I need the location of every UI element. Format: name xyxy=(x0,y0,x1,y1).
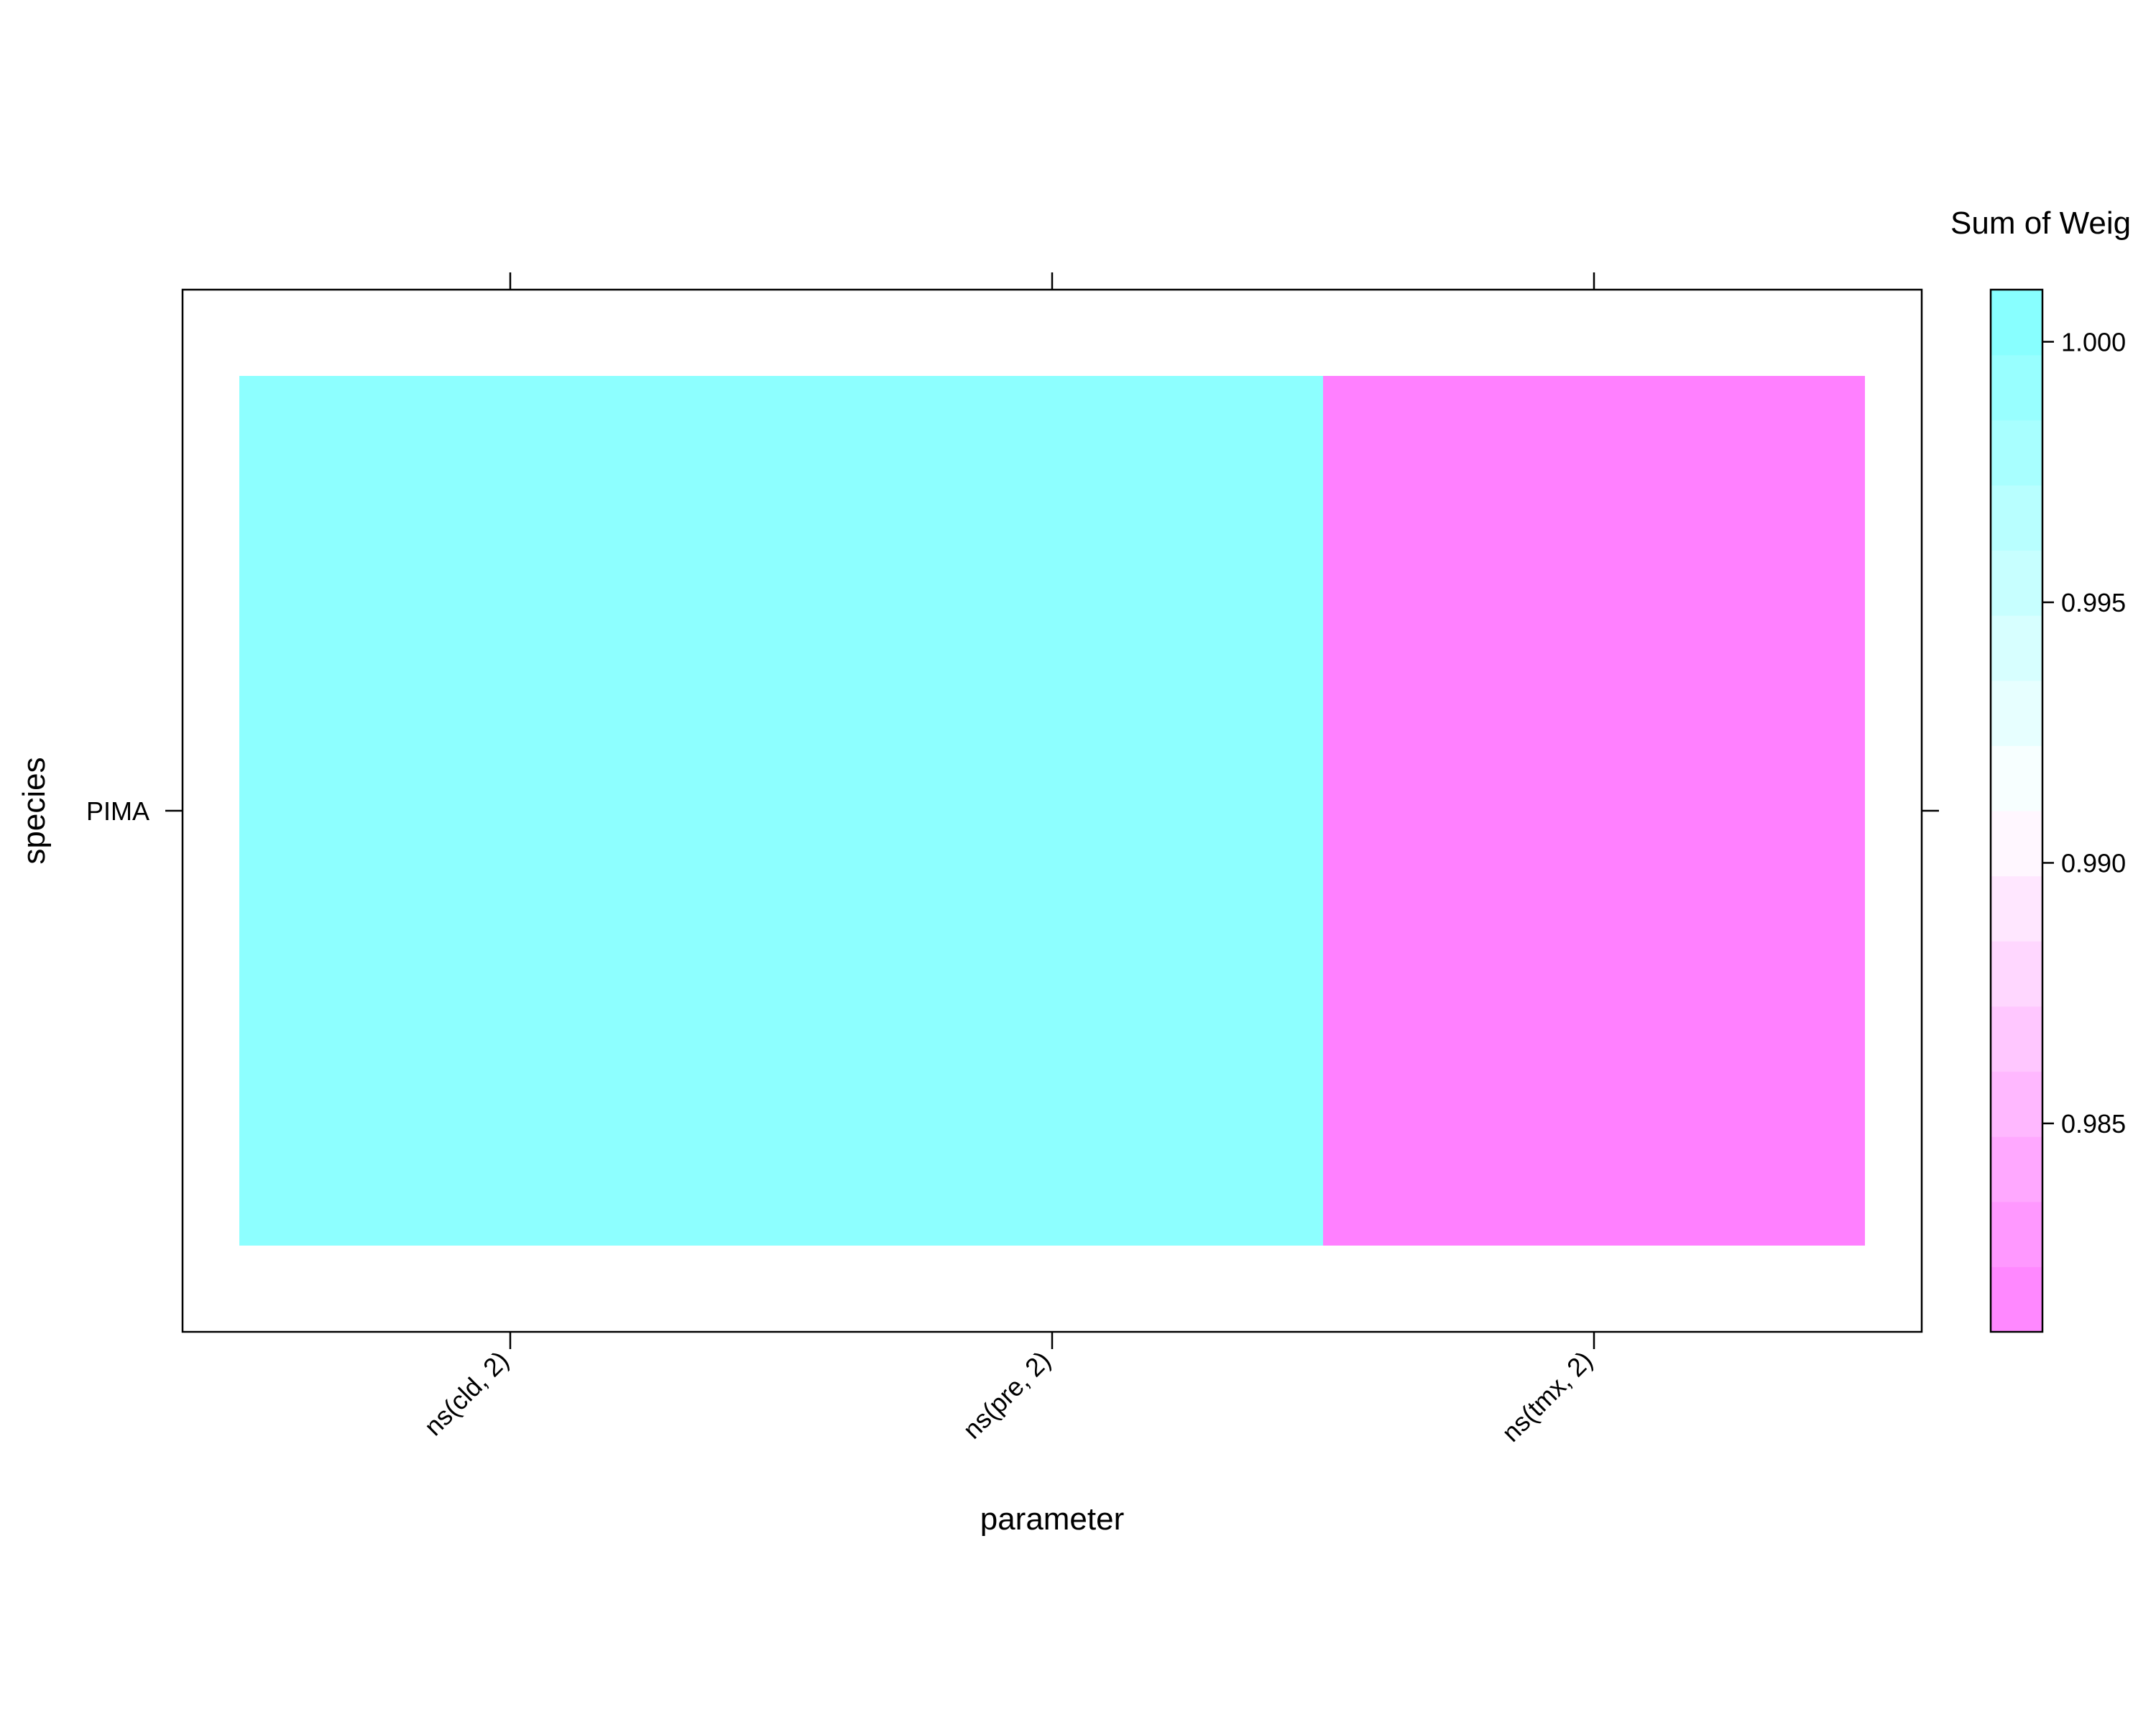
heatmap-cell xyxy=(1323,376,1865,1246)
colorbar-title: Sum of Weig xyxy=(1950,206,2131,241)
colorbar-tick-label: 0.990 xyxy=(2061,849,2126,878)
colorbar: 0.985 0.990 0.995 1.000 xyxy=(1989,288,2126,1333)
colorbar-tick-label: 0.995 xyxy=(2061,588,2126,617)
colorbar-step xyxy=(1991,290,2042,356)
heatmap-cell xyxy=(239,376,781,1246)
y-axis-title: species xyxy=(17,757,52,864)
x-axis-title: parameter xyxy=(980,1501,1125,1537)
colorbar-step xyxy=(1991,1136,2042,1202)
colorbar-tick-label: 0.985 xyxy=(2061,1109,2126,1138)
colorbar-tick-label: 1.000 xyxy=(2061,328,2126,357)
colorbar-step xyxy=(1991,354,2042,420)
x-tick-label: ns(tmx, 2) xyxy=(1496,1346,1598,1448)
x-tick-label: ns(pre, 2) xyxy=(957,1346,1056,1445)
colorbar-step xyxy=(1991,745,2042,811)
colorbar-step xyxy=(1991,875,2042,942)
heatmap-cell xyxy=(781,376,1323,1246)
colorbar-step xyxy=(1991,811,2042,877)
colorbar-step xyxy=(1991,680,2042,746)
colorbar-frame xyxy=(1989,288,2044,1333)
colorbar-step xyxy=(1991,550,2042,616)
colorbar-step xyxy=(1991,420,2042,486)
y-tick-label: PIMA xyxy=(86,796,149,826)
colorbar-step xyxy=(1991,1201,2042,1267)
colorbar-step xyxy=(1991,615,2042,681)
heatmap-cells xyxy=(239,376,1865,1246)
colorbar-step xyxy=(1991,1071,2042,1137)
x-tick-label: ns(cld, 2) xyxy=(418,1346,515,1442)
colorbar-step xyxy=(1991,941,2042,1007)
colorbar-step xyxy=(1991,484,2042,551)
colorbar-step xyxy=(1991,1266,2042,1333)
colorbar-step xyxy=(1991,1006,2042,1072)
